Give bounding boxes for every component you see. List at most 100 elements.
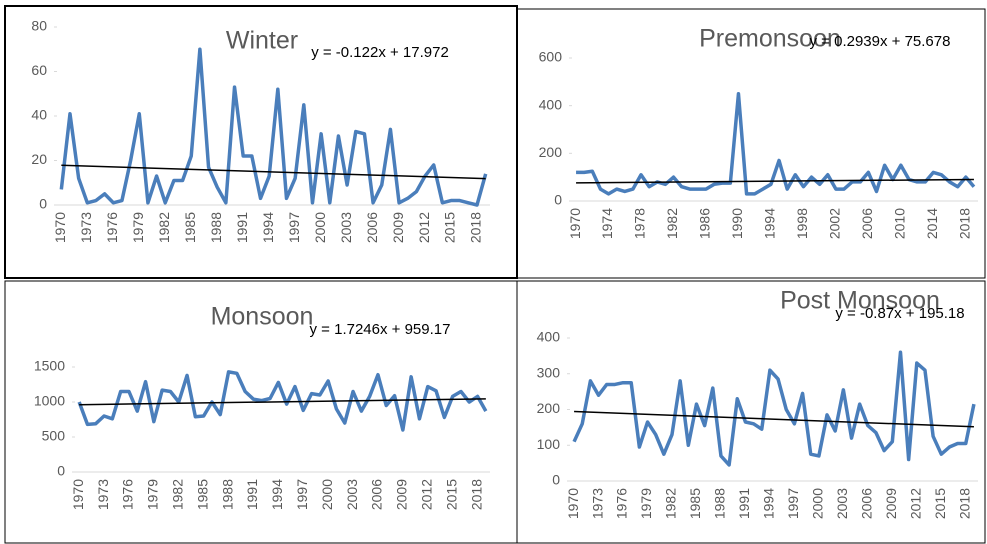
y-tick-label: 0: [57, 463, 65, 479]
x-tick-label: 1986: [697, 208, 713, 239]
x-tick-label: 2018: [956, 488, 972, 519]
x-tick-label: 1991: [244, 479, 260, 510]
x-tick-label: 2012: [416, 212, 432, 243]
y-tick-label: 100: [537, 436, 561, 452]
trend-line: [574, 410, 974, 428]
x-tick-label: 2009: [883, 488, 899, 519]
x-tick-label: 2006: [859, 208, 875, 239]
x-tick-label: 1994: [762, 208, 778, 239]
y-tick-label: 1000: [34, 393, 65, 409]
x-tick-label: 2010: [892, 208, 908, 239]
x-tick-label: 2015: [443, 479, 459, 510]
x-tick-label: 2018: [468, 479, 484, 510]
chart-title: Winter: [226, 27, 298, 55]
trend-equation: y = -0.87x + 195.18: [835, 305, 964, 322]
x-tick-label: 2018: [468, 212, 484, 243]
x-tick-label: 2003: [834, 488, 850, 519]
x-tick-label: 1985: [194, 479, 210, 510]
chart-title: Monsoon: [211, 303, 314, 331]
x-tick-label: 2006: [859, 488, 875, 519]
x-tick-label: 2000: [810, 488, 826, 519]
x-tick-label: 1973: [589, 488, 605, 519]
x-tick-label: 2000: [319, 479, 335, 510]
y-tick-label: 60: [31, 62, 47, 78]
panel-border: [516, 8, 986, 279]
x-tick-label: 1976: [614, 488, 630, 519]
x-tick-label: 1979: [638, 488, 654, 519]
x-tick-label: 2009: [394, 479, 410, 510]
panel-border: [516, 280, 986, 544]
x-tick-label: 2000: [312, 212, 328, 243]
trend-equation: y = -0.122x + 17.972: [311, 44, 449, 61]
data-line: [576, 92, 976, 196]
x-tick-label: 2006: [364, 212, 380, 243]
x-tick-label: 2018: [957, 208, 973, 239]
trend-equation: y = 0.2939x + 75.678: [810, 33, 951, 50]
x-tick-label: 1982: [664, 208, 680, 239]
x-tick-label: 1976: [104, 212, 120, 243]
chart-title: Premonsoon: [699, 25, 841, 53]
x-tick-label: 1988: [208, 212, 224, 243]
x-tick-label: 1997: [785, 488, 801, 519]
x-tick-label: 1979: [145, 479, 161, 510]
trend-equation: y = 1.7246x + 959.17: [310, 321, 451, 338]
y-tick-label: 0: [552, 472, 560, 488]
x-tick-label: 1982: [663, 488, 679, 519]
data-line: [59, 47, 488, 207]
x-tick-label: 2014: [924, 208, 940, 239]
y-tick-label: 200: [537, 400, 561, 416]
y-tick-label: 80: [31, 18, 47, 34]
trend-line: [79, 398, 486, 406]
y-tick-label: 40: [31, 107, 47, 123]
x-tick-label: 2012: [908, 488, 924, 519]
x-tick-label: 1994: [260, 212, 276, 243]
x-tick-label: 1970: [567, 208, 583, 239]
x-tick-label: 1970: [52, 212, 68, 243]
y-tick-label: 200: [539, 144, 563, 160]
trend-line: [576, 178, 974, 184]
x-tick-label: 2012: [418, 479, 434, 510]
x-tick-label: 1970: [70, 479, 86, 510]
y-tick-label: 0: [554, 192, 562, 208]
x-tick-label: 1990: [729, 208, 745, 239]
x-tick-label: 1991: [234, 212, 250, 243]
trend-line: [61, 164, 486, 180]
x-tick-label: 2006: [369, 479, 385, 510]
x-tick-label: 1991: [736, 488, 752, 519]
x-tick-label: 1997: [286, 212, 302, 243]
y-tick-label: 0: [39, 196, 47, 212]
x-tick-label: 1973: [78, 212, 94, 243]
x-tick-label: 2015: [442, 212, 458, 243]
x-tick-label: 1988: [219, 479, 235, 510]
x-tick-label: 1976: [120, 479, 136, 510]
x-tick-label: 1979: [130, 212, 146, 243]
x-tick-label: 2002: [827, 208, 843, 239]
y-tick-label: 1500: [34, 358, 65, 374]
x-tick-label: 2003: [344, 479, 360, 510]
data-line: [572, 350, 976, 467]
x-tick-label: 1985: [182, 212, 198, 243]
y-tick-label: 400: [539, 96, 563, 112]
x-tick-label: 1982: [156, 212, 172, 243]
x-tick-label: 2009: [390, 212, 406, 243]
x-tick-label: 1994: [269, 479, 285, 510]
x-tick-label: 1982: [169, 479, 185, 510]
x-tick-label: 2015: [932, 488, 948, 519]
x-tick-label: 1970: [565, 488, 581, 519]
x-tick-label: 1974: [599, 208, 615, 239]
y-tick-label: 300: [537, 364, 561, 380]
x-tick-label: 1978: [632, 208, 648, 239]
y-tick-label: 20: [31, 151, 47, 167]
chart-title: Post Monsoon: [780, 287, 940, 315]
x-tick-label: 1997: [294, 479, 310, 510]
x-tick-label: 1994: [761, 488, 777, 519]
x-tick-label: 2003: [338, 212, 354, 243]
x-tick-label: 1998: [794, 208, 810, 239]
x-tick-label: 1985: [687, 488, 703, 519]
x-tick-label: 1988: [712, 488, 728, 519]
y-tick-label: 500: [42, 428, 66, 444]
data-line: [77, 370, 488, 432]
y-tick-label: 400: [537, 329, 561, 345]
y-tick-label: 600: [539, 49, 563, 65]
